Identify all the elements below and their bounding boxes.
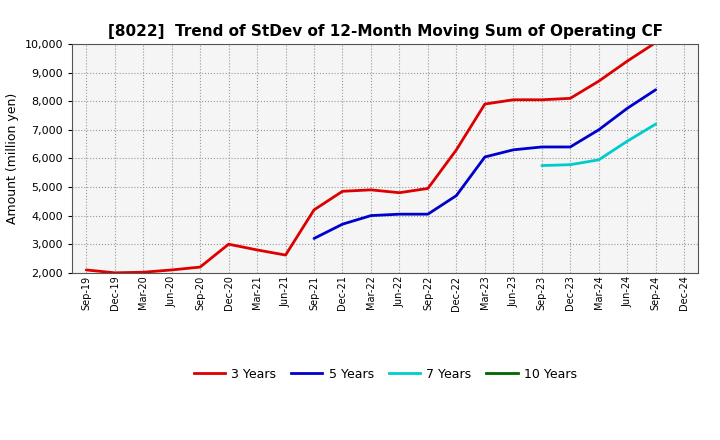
3 Years [395, 190, 404, 195]
3 Years [623, 59, 631, 64]
Line: 7 Years: 7 Years [541, 124, 656, 165]
7 Years [652, 121, 660, 127]
3 Years [566, 96, 575, 101]
7 Years [623, 139, 631, 144]
Y-axis label: Amount (million yen): Amount (million yen) [6, 93, 19, 224]
5 Years [452, 193, 461, 198]
Title: [8022]  Trend of StDev of 12-Month Moving Sum of Operating CF: [8022] Trend of StDev of 12-Month Moving… [108, 24, 662, 39]
3 Years [82, 267, 91, 272]
5 Years [595, 127, 603, 132]
3 Years [253, 247, 261, 253]
3 Years [110, 270, 119, 275]
3 Years [480, 101, 489, 106]
5 Years [395, 212, 404, 217]
3 Years [423, 186, 432, 191]
5 Years [338, 222, 347, 227]
3 Years [225, 242, 233, 247]
5 Years [366, 213, 375, 218]
5 Years [652, 87, 660, 92]
Line: 5 Years: 5 Years [314, 90, 656, 238]
Line: 3 Years: 3 Years [86, 43, 656, 273]
5 Years [623, 106, 631, 111]
5 Years [509, 147, 518, 152]
3 Years [167, 267, 176, 272]
3 Years [452, 147, 461, 152]
5 Years [566, 144, 575, 150]
3 Years [652, 40, 660, 45]
3 Years [139, 270, 148, 275]
5 Years [310, 236, 318, 241]
3 Years [595, 78, 603, 84]
7 Years [537, 163, 546, 168]
5 Years [537, 144, 546, 150]
5 Years [423, 212, 432, 217]
3 Years [366, 187, 375, 193]
3 Years [310, 207, 318, 213]
3 Years [282, 253, 290, 258]
5 Years [480, 154, 489, 160]
3 Years [509, 97, 518, 103]
7 Years [566, 162, 575, 167]
3 Years [196, 264, 204, 270]
3 Years [338, 189, 347, 194]
7 Years [595, 157, 603, 162]
3 Years [537, 97, 546, 103]
Legend: 3 Years, 5 Years, 7 Years, 10 Years: 3 Years, 5 Years, 7 Years, 10 Years [189, 363, 582, 385]
